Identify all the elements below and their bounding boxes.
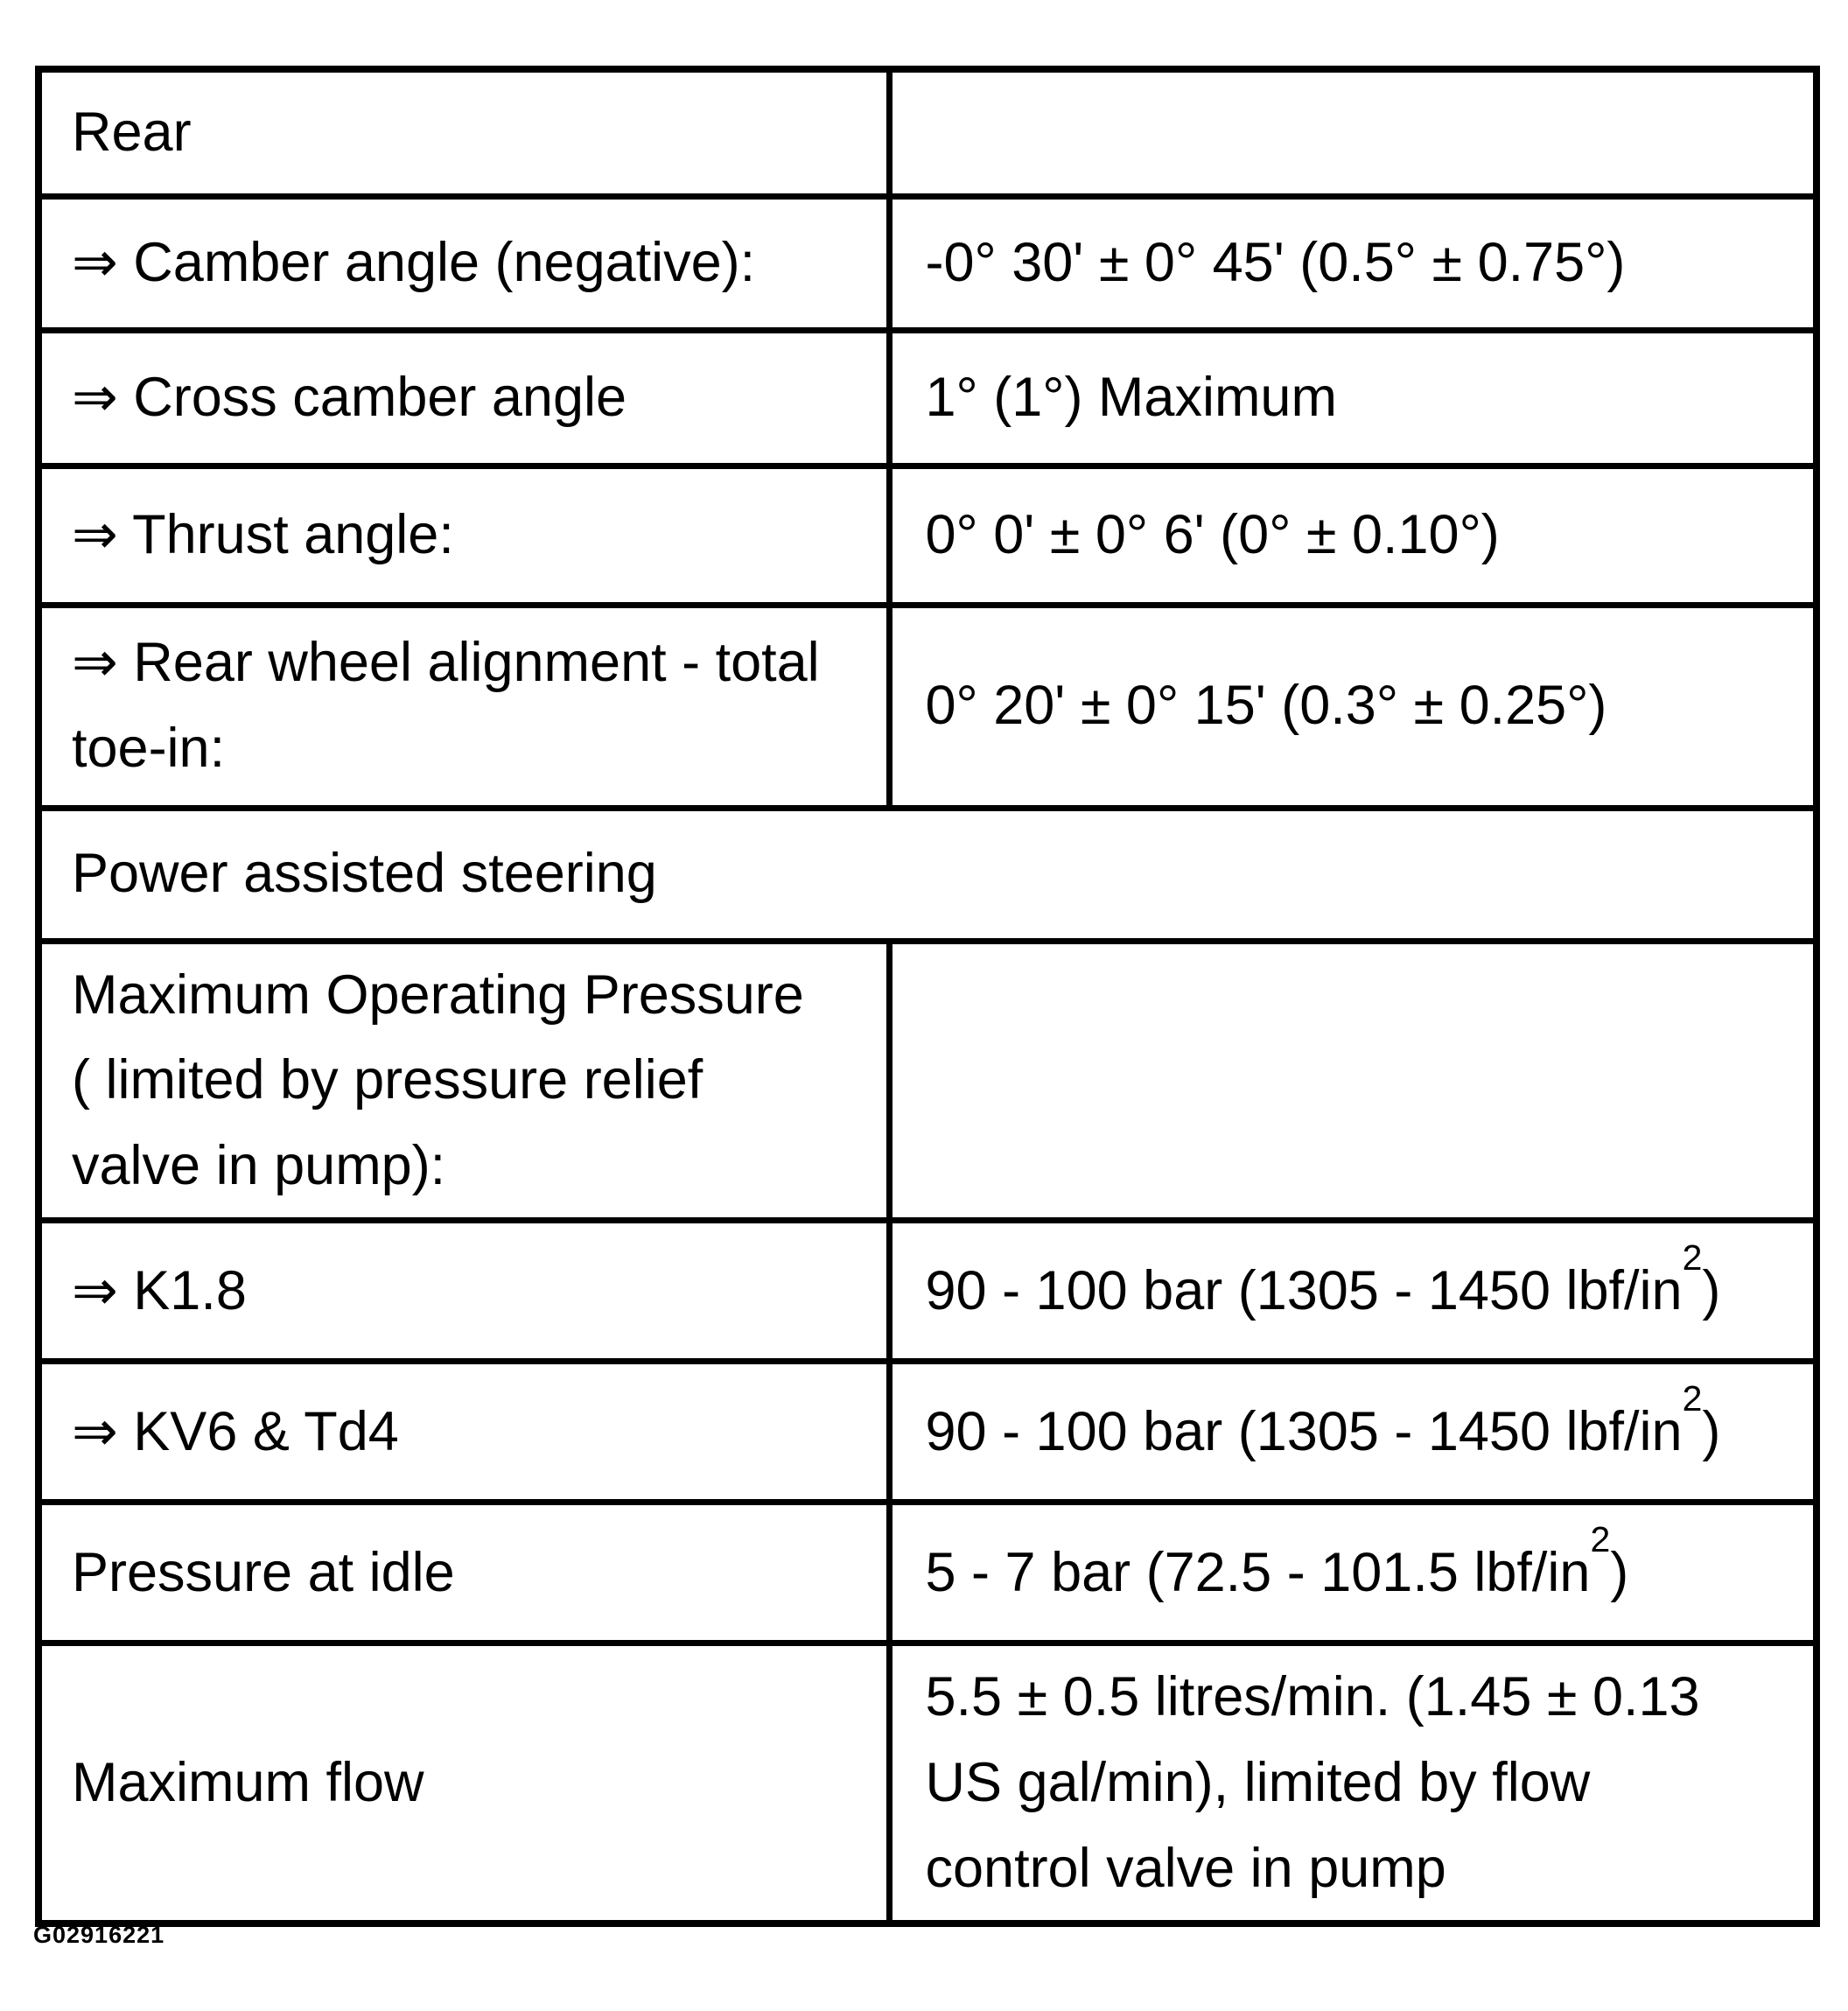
kv6-td4-value-close: )	[1702, 1400, 1721, 1462]
rear-label-cell: Rear	[35, 66, 892, 200]
pressure-idle-value: 5 - 7 bar (72.5 - 101.5 lbf/in2)	[925, 1522, 1629, 1616]
k18-label: ⇒ K1.8	[72, 1259, 247, 1321]
rear-toe-in-value-cell: 0° 20' ± 0° 15' (0.3° ± 0.25°)	[886, 601, 1820, 811]
pressure-idle-value-cell: 5 - 7 bar (72.5 - 101.5 lbf/in2)	[886, 1499, 1820, 1647]
superscript-2: 2	[1590, 1519, 1611, 1560]
maximum-flow-value: 5.5 ± 0.5 litres/min. (1.45 ± 0.13 US ga…	[925, 1666, 1700, 1899]
cross-camber-label: ⇒ Cross camber angle	[72, 366, 627, 428]
camber-angle-label: ⇒ Camber angle (negative):	[72, 231, 756, 293]
thrust-angle-value: 0° 0' ± 0° 6' (0° ± 0.10°)	[925, 503, 1500, 565]
rear-toe-in-label-cell: ⇒ Rear wheel alignment - total toe-in:	[35, 601, 892, 811]
camber-angle-value-cell: -0° 30' ± 0° 45' (0.5° ± 0.75°)	[886, 193, 1820, 333]
camber-angle-value: -0° 30' ± 0° 45' (0.5° ± 0.75°)	[925, 231, 1626, 293]
rear-toe-in-label: ⇒ Rear wheel alignment - total toe-in:	[72, 632, 820, 779]
row-camber-angle: ⇒ Camber angle (negative): -0° 30' ± 0° …	[35, 193, 1820, 333]
spec-table: Rear ⇒ Camber angle (negative): -0° 30' …	[35, 66, 1820, 1928]
kv6-td4-value-main: 90 - 100 bar (1305 - 1450 lbf/in	[925, 1400, 1683, 1462]
camber-angle-label-cell: ⇒ Camber angle (negative):	[35, 193, 892, 333]
kv6-td4-label-cell: ⇒ KV6 & Td4	[35, 1358, 892, 1506]
pressure-idle-value-main: 5 - 7 bar (72.5 - 101.5 lbf/in	[925, 1541, 1591, 1603]
kv6-td4-value: 90 - 100 bar (1305 - 1450 lbf/in2)	[925, 1381, 1721, 1475]
k18-label-cell: ⇒ K1.8	[35, 1217, 892, 1365]
thrust-angle-label-cell: ⇒ Thrust angle:	[35, 462, 892, 608]
rear-toe-in-value: 0° 20' ± 0° 15' (0.3° ± 0.25°)	[925, 675, 1607, 737]
cross-camber-value: 1° (1°) Maximum	[925, 366, 1337, 428]
row-rear: Rear	[35, 66, 1820, 200]
row-max-operating-pressure: Maximum Operating Pressure ( limited by …	[35, 937, 1820, 1224]
power-steering-section-label: Power assisted steering	[72, 843, 657, 905]
row-kv6-td4: ⇒ KV6 & Td4 90 - 100 bar (1305 - 1450 lb…	[35, 1358, 1820, 1506]
maximum-flow-label: Maximum flow	[72, 1752, 424, 1814]
cross-camber-value-cell: 1° (1°) Maximum	[886, 326, 1820, 469]
max-pressure-label: Maximum Operating Pressure ( limited by …	[72, 963, 804, 1196]
max-pressure-value-cell	[886, 937, 1820, 1224]
row-k18: ⇒ K1.8 90 - 100 bar (1305 - 1450 lbf/in2…	[35, 1217, 1820, 1365]
max-pressure-label-cell: Maximum Operating Pressure ( limited by …	[35, 937, 892, 1224]
pressure-idle-label-cell: Pressure at idle	[35, 1499, 892, 1647]
rear-label: Rear	[72, 101, 192, 163]
row-rear-toe-in: ⇒ Rear wheel alignment - total toe-in: 0…	[35, 601, 1820, 811]
superscript-2: 2	[1682, 1378, 1703, 1419]
superscript-2: 2	[1682, 1237, 1703, 1279]
row-cross-camber-angle: ⇒ Cross camber angle 1° (1°) Maximum	[35, 326, 1820, 469]
thrust-angle-label: ⇒ Thrust angle:	[72, 503, 454, 565]
k18-value-cell: 90 - 100 bar (1305 - 1450 lbf/in2)	[886, 1217, 1820, 1365]
cross-camber-label-cell: ⇒ Cross camber angle	[35, 326, 892, 469]
pressure-idle-label: Pressure at idle	[72, 1541, 455, 1603]
k18-value-close: )	[1702, 1259, 1721, 1321]
rear-value-cell	[886, 66, 1820, 200]
maximum-flow-value-cell: 5.5 ± 0.5 litres/min. (1.45 ± 0.13 US ga…	[886, 1640, 1820, 1927]
row-thrust-angle: ⇒ Thrust angle: 0° 0' ± 0° 6' (0° ± 0.10…	[35, 462, 1820, 608]
k18-value: 90 - 100 bar (1305 - 1450 lbf/in2)	[925, 1240, 1721, 1335]
row-power-assisted-steering: Power assisted steering	[35, 804, 1820, 944]
row-maximum-flow: Maximum flow 5.5 ± 0.5 litres/min. (1.45…	[35, 1640, 1820, 1927]
kv6-td4-label: ⇒ KV6 & Td4	[72, 1400, 399, 1462]
power-steering-section-cell: Power assisted steering	[35, 804, 1820, 944]
maximum-flow-label-cell: Maximum flow	[35, 1640, 892, 1927]
kv6-td4-value-cell: 90 - 100 bar (1305 - 1450 lbf/in2)	[886, 1358, 1820, 1506]
pressure-idle-value-close: )	[1610, 1541, 1629, 1603]
row-pressure-at-idle: Pressure at idle 5 - 7 bar (72.5 - 101.5…	[35, 1499, 1820, 1647]
k18-value-main: 90 - 100 bar (1305 - 1450 lbf/in	[925, 1259, 1683, 1321]
figure-id: G02916221	[33, 1922, 165, 1948]
thrust-angle-value-cell: 0° 0' ± 0° 6' (0° ± 0.10°)	[886, 462, 1820, 608]
